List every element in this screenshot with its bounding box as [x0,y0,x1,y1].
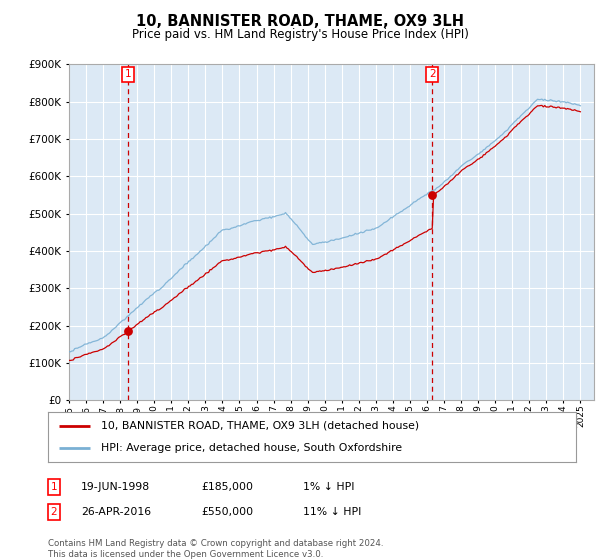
Text: This data is licensed under the Open Government Licence v3.0.: This data is licensed under the Open Gov… [48,550,323,559]
Text: £550,000: £550,000 [201,507,253,517]
Text: 10, BANNISTER ROAD, THAME, OX9 3LH: 10, BANNISTER ROAD, THAME, OX9 3LH [136,14,464,29]
Text: Contains HM Land Registry data © Crown copyright and database right 2024.: Contains HM Land Registry data © Crown c… [48,539,383,548]
Point [428,190,437,199]
Text: 11% ↓ HPI: 11% ↓ HPI [303,507,361,517]
Text: 26-APR-2016: 26-APR-2016 [81,507,151,517]
Text: 19-JUN-1998: 19-JUN-1998 [81,482,150,492]
Text: HPI: Average price, detached house, South Oxfordshire: HPI: Average price, detached house, Sout… [101,443,402,453]
Text: 1% ↓ HPI: 1% ↓ HPI [303,482,355,492]
Text: 1: 1 [125,69,131,80]
Text: Price paid vs. HM Land Registry's House Price Index (HPI): Price paid vs. HM Land Registry's House … [131,28,469,41]
Text: £185,000: £185,000 [201,482,253,492]
Text: 10, BANNISTER ROAD, THAME, OX9 3LH (detached house): 10, BANNISTER ROAD, THAME, OX9 3LH (deta… [101,421,419,431]
Text: 2: 2 [429,69,436,80]
Text: 2: 2 [50,507,58,517]
Point [123,327,133,336]
Text: 1: 1 [50,482,58,492]
